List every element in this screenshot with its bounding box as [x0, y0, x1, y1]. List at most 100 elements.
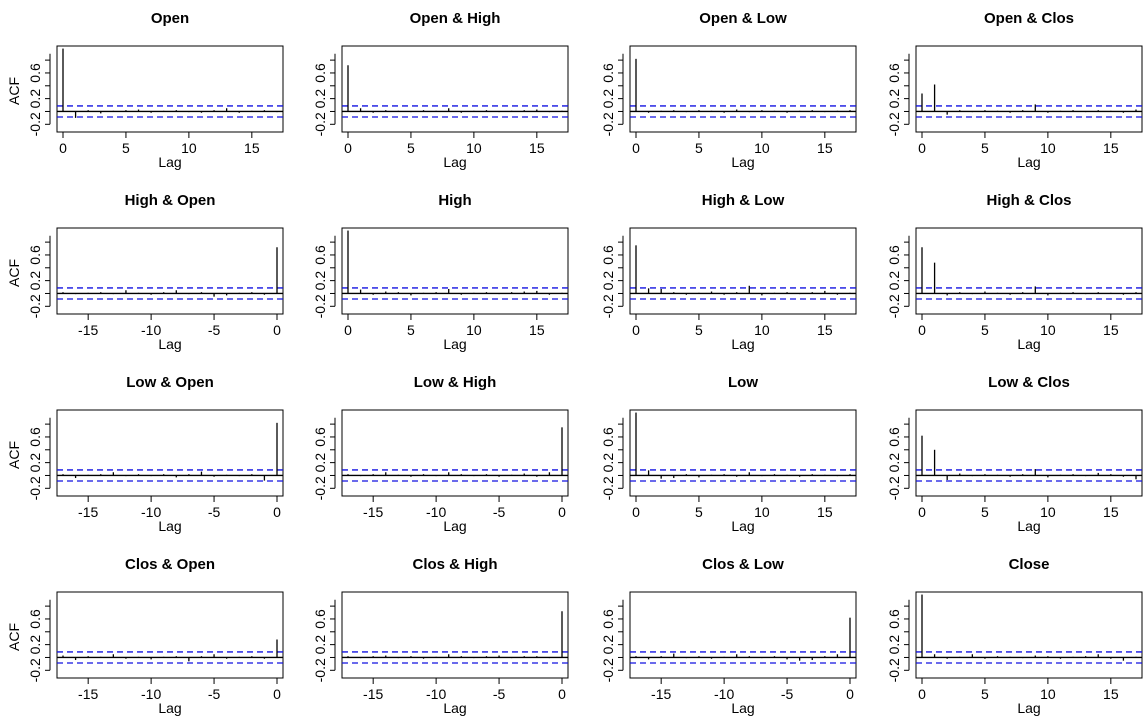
plot-frame [341, 227, 569, 315]
y-axis-label: ACF [6, 77, 22, 105]
x-tick-label: 10 [466, 140, 482, 156]
panel-title: High & Clos [987, 192, 1072, 209]
acf-panel: Clos & Open -15 -10 -5 0 Lag -0.2 0.2 0.6 ACF [6, 556, 284, 716]
x-tick-label: 10 [754, 140, 770, 156]
acf-panel: Close 0 5 10 15 Lag -0.2 0.2 0.6 [886, 556, 1143, 716]
y-tick-label: -0.2 [312, 476, 328, 500]
acf-panel: High 0 5 10 15 Lag -0.2 0.2 0.6 [312, 192, 569, 352]
acf-panel: Low 0 5 10 15 Lag -0.2 0.2 0.6 [600, 374, 857, 534]
x-tick-label: 15 [529, 140, 545, 156]
y-tick-label: -0.2 [886, 658, 902, 682]
x-tick-label: 0 [344, 140, 352, 156]
y-tick-label: -0.2 [27, 476, 43, 500]
x-tick-label: 0 [918, 140, 926, 156]
x-tick-label: 0 [918, 686, 926, 702]
plot-frame [629, 227, 857, 315]
y-tick-label: 0.6 [312, 245, 328, 265]
x-tick-label: 10 [754, 322, 770, 338]
y-tick-label: 0.2 [27, 453, 43, 473]
x-tick-label: 15 [817, 504, 833, 520]
plot-frame [629, 409, 857, 497]
x-tick-label: -5 [493, 686, 506, 702]
y-axis-label: ACF [6, 623, 22, 651]
x-tick-label: 15 [529, 322, 545, 338]
x-tick-label: 5 [407, 322, 415, 338]
y-tick-label: 0.2 [312, 271, 328, 291]
x-tick-label: 15 [1103, 504, 1119, 520]
x-tick-label: 0 [918, 322, 926, 338]
x-tick-label: -10 [426, 686, 446, 702]
acf-panel: Clos & Low -15 -10 -5 0 Lag -0.2 0.2 0.6 [600, 556, 857, 716]
x-tick-label: 0 [344, 322, 352, 338]
x-tick-label: 5 [407, 140, 415, 156]
y-tick-label: 0.2 [600, 453, 616, 473]
x-tick-label: -15 [78, 504, 98, 520]
x-tick-label: -15 [78, 322, 98, 338]
y-tick-label: 0.6 [312, 609, 328, 629]
plot-frame [56, 591, 284, 679]
y-tick-label: -0.2 [600, 112, 616, 136]
x-tick-label: 0 [632, 322, 640, 338]
x-tick-label: 0 [558, 686, 566, 702]
x-tick-label: 5 [981, 322, 989, 338]
x-tick-label: 0 [59, 140, 67, 156]
panel-title: Low [728, 374, 758, 391]
y-tick-label: 0.2 [27, 89, 43, 109]
x-tick-label: 15 [1103, 686, 1119, 702]
y-tick-label: 0.6 [27, 427, 43, 447]
x-axis-label: Lag [158, 518, 181, 534]
x-tick-label: -10 [141, 322, 161, 338]
x-tick-label: 10 [1040, 686, 1056, 702]
panel-title: Clos & Low [702, 556, 784, 573]
x-tick-label: -10 [141, 686, 161, 702]
y-tick-label: -0.2 [27, 294, 43, 318]
x-tick-label: 15 [1103, 140, 1119, 156]
x-tick-label: -5 [781, 686, 794, 702]
x-axis-label: Lag [158, 154, 181, 170]
x-tick-label: -15 [363, 504, 383, 520]
x-tick-label: 5 [695, 504, 703, 520]
acf-panel: High & Clos 0 5 10 15 Lag -0.2 0.2 0.6 [886, 192, 1143, 352]
x-tick-label: -15 [651, 686, 671, 702]
y-tick-label: 0.2 [600, 635, 616, 655]
y-tick-label: 0.6 [600, 63, 616, 83]
y-tick-label: -0.2 [312, 658, 328, 682]
y-tick-label: 0.2 [886, 635, 902, 655]
y-axis-label: ACF [6, 259, 22, 287]
x-tick-label: -5 [208, 686, 221, 702]
y-tick-label: 0.6 [312, 427, 328, 447]
acf-panel: Open 0 5 10 15 Lag -0.2 0.2 0.6 ACF [6, 10, 284, 170]
x-tick-label: 10 [1040, 504, 1056, 520]
y-tick-label: 0.6 [886, 245, 902, 265]
plot-frame [56, 409, 284, 497]
x-tick-label: 0 [632, 140, 640, 156]
plot-frame [629, 45, 857, 133]
y-tick-label: -0.2 [600, 658, 616, 682]
y-tick-label: -0.2 [886, 476, 902, 500]
panel-title: Clos & High [413, 556, 498, 573]
x-axis-label: Lag [1017, 336, 1040, 352]
y-tick-label: 0.6 [600, 245, 616, 265]
y-tick-label: 0.2 [312, 453, 328, 473]
x-axis-label: Lag [158, 336, 181, 352]
y-tick-label: 0.2 [312, 89, 328, 109]
panel-title: Open & High [410, 10, 501, 27]
panel-title: High & Low [702, 192, 785, 209]
x-tick-label: 5 [981, 504, 989, 520]
acf-panel: Open & High 0 5 10 15 Lag -0.2 0.2 0.6 [312, 10, 569, 170]
x-axis-label: Lag [443, 518, 466, 534]
y-tick-label: 0.6 [312, 63, 328, 83]
plot-frame [341, 591, 569, 679]
acf-panel: Low & Open -15 -10 -5 0 Lag -0.2 0.2 0.6 ACF [6, 374, 284, 534]
x-tick-label: 10 [181, 140, 197, 156]
y-tick-label: 0.2 [312, 635, 328, 655]
x-tick-label: 10 [754, 504, 770, 520]
x-axis-label: Lag [158, 700, 181, 716]
y-tick-label: -0.2 [600, 476, 616, 500]
x-tick-label: 5 [981, 140, 989, 156]
y-tick-label: -0.2 [312, 294, 328, 318]
panel-title: Clos & Open [125, 556, 215, 573]
x-tick-label: 0 [273, 322, 281, 338]
x-axis-label: Lag [1017, 518, 1040, 534]
x-axis-label: Lag [1017, 154, 1040, 170]
